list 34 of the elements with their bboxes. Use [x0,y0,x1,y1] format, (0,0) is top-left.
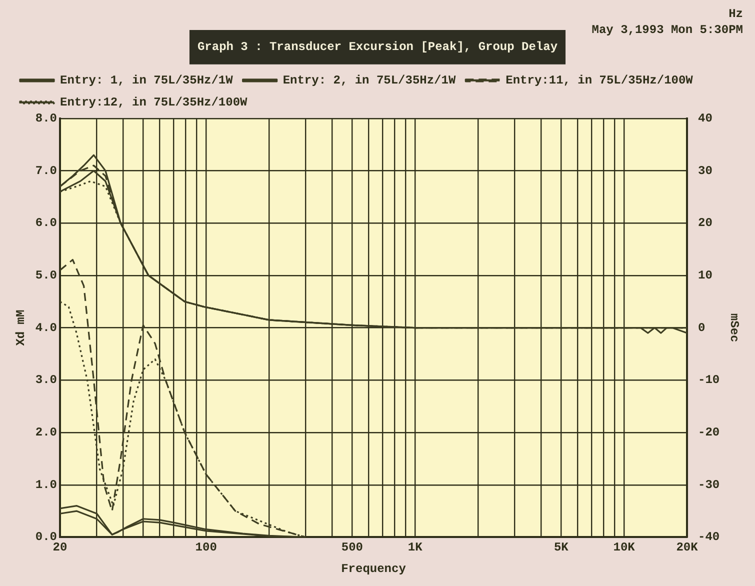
y-tick-label: 8.0 [35,111,58,126]
y2-axis-title: mSec [726,313,741,342]
y-tick-label: 5.0 [35,268,58,282]
legend-label: Entry: 1, in 75L/35Hz/1W [60,73,234,88]
x-tick-label: 10K [613,540,636,554]
y2-tick-label: -10 [698,373,720,388]
y2-tick-label: 20 [698,216,712,230]
x-tick-label: 1K [408,540,424,554]
y-axis-title: Xd mM [14,310,28,346]
text: May 3,1993 Mon 5:30PM [592,23,743,38]
y2-tick-label: 0 [698,320,706,335]
x-tick-label: 20 [52,540,68,554]
y-tick-label: 2.0 [35,426,58,440]
x-tick-label: 20K [676,540,699,554]
legend-label: Entry:12, in 75L/35Hz/100W [60,95,248,110]
y-tick-label: 6.0 [35,216,58,230]
x-tick-label: 5K [554,540,570,554]
text: Hz [728,7,743,22]
x-tick-label: 100 [195,540,217,554]
y-tick-label: 7.0 [35,164,58,178]
legend-label: Entry: 2, in 75L/35Hz/1W [282,73,456,88]
x-tick-label: 500 [341,540,363,554]
y-tick-label: 4.0 [35,320,58,335]
y2-tick-label: 40 [698,111,712,126]
x-axis-title: Frequency [341,562,406,576]
y2-tick-label: 10 [698,268,712,282]
y2-tick-label: -30 [698,478,720,492]
y2-tick-label: 30 [698,164,712,178]
y2-tick-label: -20 [698,426,720,440]
legend-label: Entry:11, in 75L/35Hz/100W [506,73,694,88]
chart-title: Graph 3 : Transducer Excursion [Peak], Group Delay [197,40,558,54]
y2-tick-label: -40 [698,530,720,544]
y-tick-label: 3.0 [35,373,58,388]
y-tick-label: 1.0 [35,478,58,492]
